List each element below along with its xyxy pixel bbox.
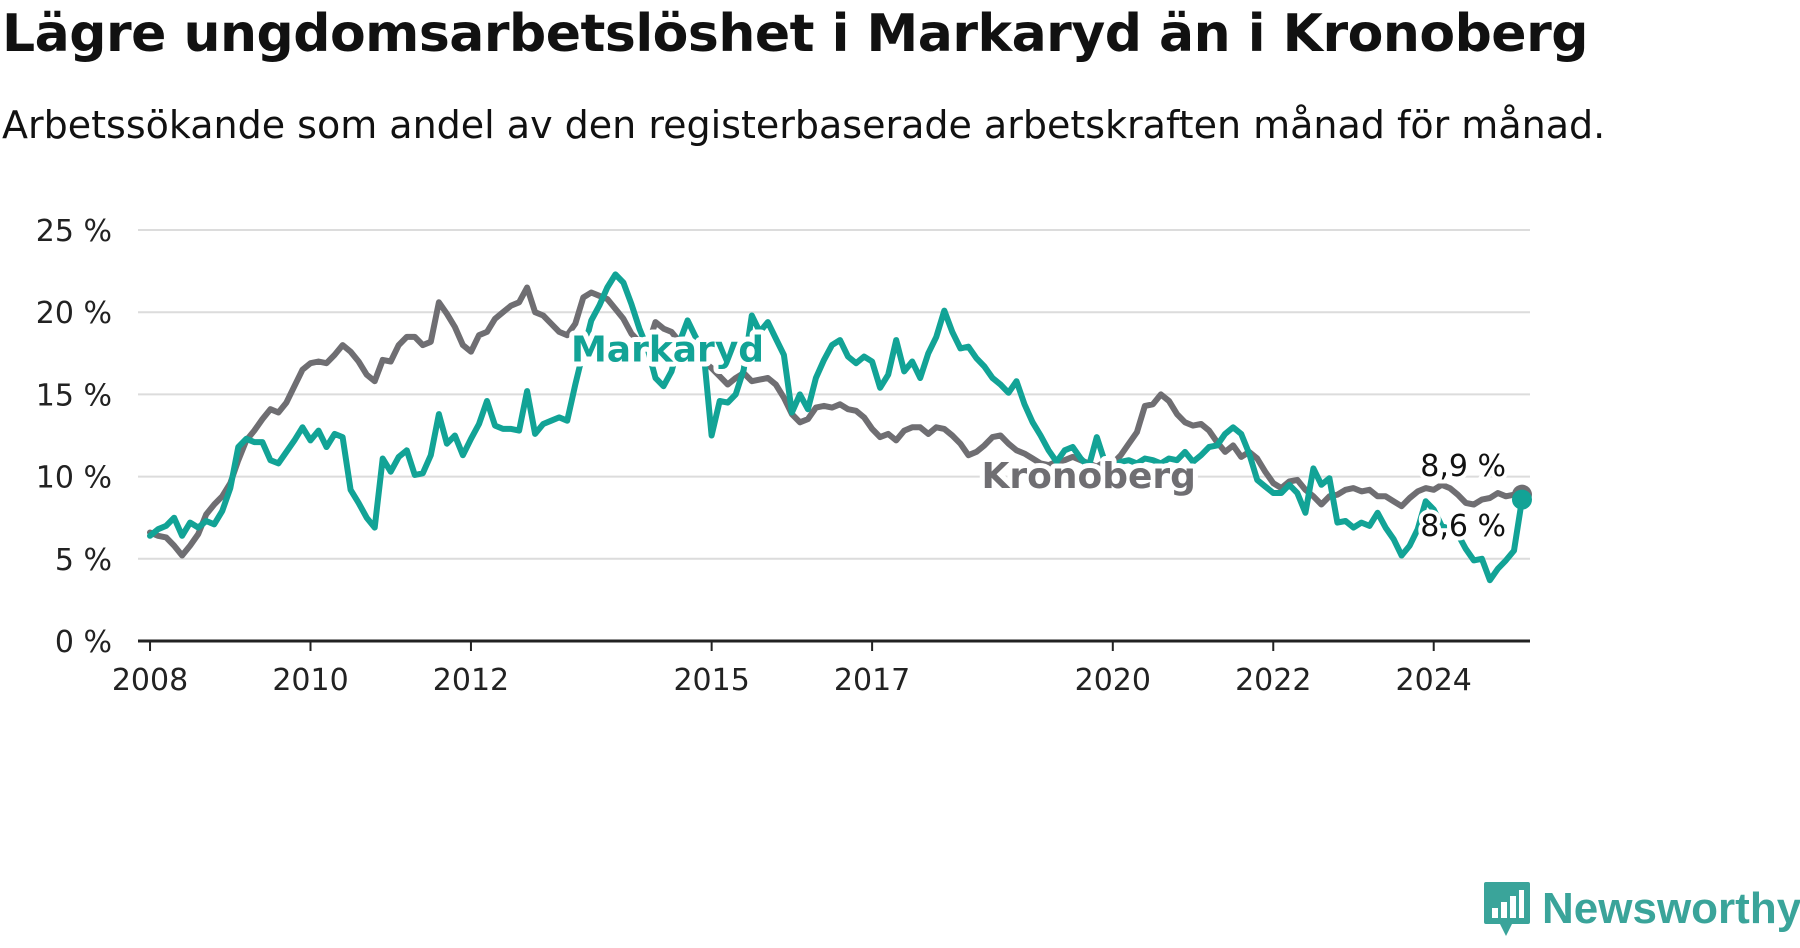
chart-subtitle: Arbetssökande som andel av den registerb… [2, 103, 1606, 147]
y-tick-label: 0 % [55, 625, 112, 660]
x-tick-label: 2017 [834, 663, 910, 698]
chart-title: Lägre ungdomsarbetslöshet i Markaryd än … [2, 4, 1588, 64]
series-lines [147, 271, 1532, 584]
series-line-markaryd [147, 271, 1525, 584]
newsworthy-logo-icon [1484, 882, 1530, 936]
y-tick-label: 10 % [36, 461, 112, 496]
x-tick-label: 2024 [1396, 663, 1472, 698]
x-tick-label: 2008 [112, 663, 188, 698]
x-axis-ticks: 2008 2010 2012 2015 2017 2020 2022 2024 [112, 641, 1472, 698]
series-labels: Markaryd Kronoberg 8,9 % 8,6 % [566, 325, 1510, 548]
y-tick-label: 5 % [55, 543, 112, 578]
series-line-kronoberg [147, 284, 1525, 559]
y-tick-label: 20 % [36, 296, 112, 331]
series-label-kronoberg: Kronoberg [982, 456, 1196, 497]
end-value-markaryd: 8,6 % [1420, 509, 1506, 544]
x-tick-label: 2010 [272, 663, 348, 698]
x-tick-label: 2015 [673, 663, 749, 698]
x-tick-label: 2022 [1235, 663, 1311, 698]
brand-name: Newsworthy [1542, 884, 1800, 933]
y-tick-label: 25 % [36, 214, 112, 249]
gridlines [138, 229, 1530, 560]
series-label-markaryd: Markaryd [571, 330, 764, 371]
y-axis-ticks: 0 % 5 % 10 % 15 % 20 % 25 % [36, 214, 112, 660]
y-tick-label: 15 % [36, 378, 112, 413]
x-tick-label: 2020 [1075, 663, 1151, 698]
newsworthy-logo: Newsworthy [1482, 880, 1800, 938]
end-point-markaryd [1511, 489, 1532, 510]
x-tick-label: 2012 [433, 663, 509, 698]
end-value-kronoberg: 8,9 % [1420, 449, 1506, 484]
